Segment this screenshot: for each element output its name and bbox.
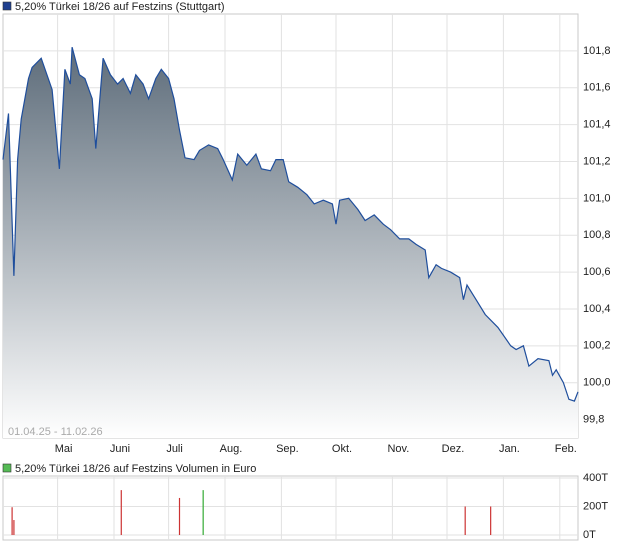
x-tick-label: Jan. <box>499 443 520 455</box>
x-tick-label: Feb. <box>555 443 577 455</box>
y-tick-label: 0T <box>583 529 596 541</box>
legend-swatch <box>2 1 12 11</box>
y-tick-label: 99,8 <box>583 413 604 425</box>
chart-title: 5,20% Türkei 18/26 auf Festzins Volumen … <box>15 463 256 475</box>
x-tick-label: Dez. <box>442 443 465 455</box>
price-line <box>2 47 579 402</box>
y-tick-label: 101,2 <box>583 155 611 167</box>
legend-swatch <box>2 463 12 473</box>
date-range: 01.04.25 - 11.02.26 <box>8 426 103 438</box>
y-tick-label: 101,0 <box>583 192 611 204</box>
x-tick-label: Sep. <box>276 443 299 455</box>
x-tick-label: Juli <box>166 443 183 455</box>
volume-plot-frame <box>2 475 579 541</box>
y-tick-label: 101,6 <box>583 82 611 94</box>
y-tick-label: 400T <box>583 472 608 484</box>
y-tick-label: 200T <box>583 500 608 512</box>
x-tick-label: Aug. <box>220 443 243 455</box>
x-tick-label: Mai <box>55 443 73 455</box>
x-tick-label: Okt. <box>332 443 352 455</box>
plot-layer: Mai Juni Juli Aug. Sep. Okt. Nov. Dez. Jan. Feb. 9… <box>2 14 611 541</box>
y-tick-label: 100,2 <box>583 340 611 352</box>
y-tick-label: 100,8 <box>583 229 611 241</box>
y-tick-label: 101,8 <box>583 45 611 57</box>
y-tick-label: 100,6 <box>583 266 611 278</box>
y-tick-label: 100,0 <box>583 377 611 389</box>
y-tick-label: 101,4 <box>583 119 611 131</box>
x-tick-label: Juni <box>110 443 130 455</box>
y-tick-label: 100,4 <box>583 303 611 315</box>
price-area <box>3 47 578 438</box>
chart-title: 5,20% Türkei 18/26 auf Festzins (Stuttga… <box>15 1 225 13</box>
x-tick-label: Nov. <box>387 443 409 455</box>
